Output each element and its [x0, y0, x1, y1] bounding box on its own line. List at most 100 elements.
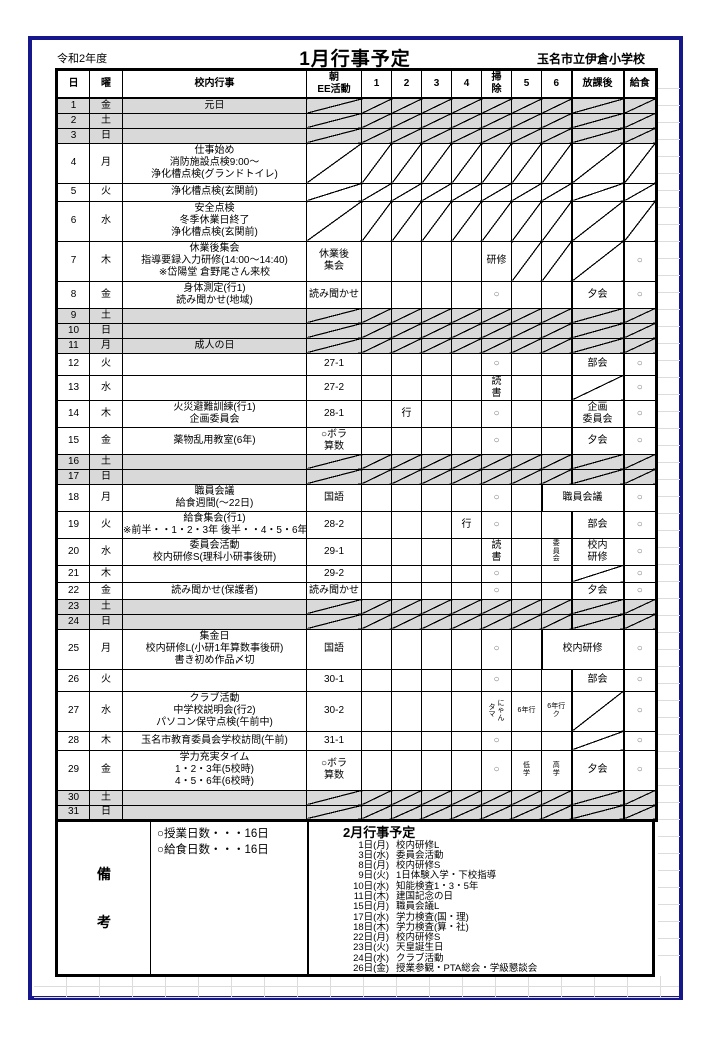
- cell-lunch: ○: [622, 399, 657, 428]
- cell-weekday: 土: [89, 453, 123, 470]
- february-item-label: 校内研修S: [396, 860, 441, 872]
- cell-weekday: 金: [89, 581, 123, 600]
- cell-period1: [361, 352, 392, 376]
- cell-day: 30: [56, 789, 90, 806]
- cell-cleaning: ○: [481, 352, 512, 376]
- cell-period1: [361, 628, 392, 670]
- table-row: 20 水委員会活動 校内研修S(理科小研事後研) 29-1 読書委員会 校内 研修 ○: [56, 537, 657, 566]
- cell-period6: [541, 240, 572, 282]
- cell-cleaning: ○: [481, 564, 512, 583]
- table-row: 30 土: [56, 789, 657, 806]
- cell-period2: [391, 240, 422, 282]
- cell-period6: 6年行ク: [541, 690, 572, 732]
- cell-events: [122, 468, 307, 485]
- cell-morning: 31-1: [306, 730, 362, 751]
- cell-period1: [361, 97, 392, 114]
- cell-period5: [511, 112, 542, 129]
- cell-period5: [511, 399, 542, 428]
- cell-weekday: 日: [89, 127, 123, 144]
- cell-cleaning: [481, 127, 512, 144]
- cell-morning: [306, 598, 362, 615]
- cell-lunch: [622, 200, 657, 242]
- cell-period3: [421, 280, 452, 309]
- cell-period2: [391, 200, 422, 242]
- cell-period4: [451, 112, 482, 129]
- cell-period3: [421, 483, 452, 512]
- cell-period4: [451, 581, 482, 600]
- cell-period4: [451, 240, 482, 282]
- cell-afterschool: [570, 613, 624, 630]
- cell-day: 17: [56, 468, 90, 485]
- cell-lunch: [622, 613, 657, 630]
- cell-lunch: [622, 307, 657, 324]
- cell-period2: [391, 598, 422, 615]
- cell-period6: [541, 510, 572, 539]
- cell-period3: [421, 307, 452, 324]
- cell-weekday: 水: [89, 537, 123, 566]
- cell-period5: [511, 613, 542, 630]
- cell-morning: 27-1: [306, 352, 362, 376]
- cell-lunch: ○: [622, 628, 657, 670]
- cell-day: 8: [56, 280, 90, 309]
- cell-period5: [511, 182, 542, 202]
- cell-events: 委員会活動 校内研修S(理科小研事後研): [122, 537, 307, 566]
- cell-lunch: ○: [622, 426, 657, 455]
- cell-period1: [361, 142, 392, 184]
- cell-period3: [421, 613, 452, 630]
- cell-period3: [421, 399, 452, 428]
- remarks-label-char: 備: [97, 865, 111, 882]
- cell-weekday: 火: [89, 510, 123, 539]
- table-row: 12 火 27-1 ○ 部会 ○: [56, 352, 657, 376]
- cell-period4: [451, 468, 482, 485]
- cell-weekday: 土: [89, 598, 123, 615]
- february-item: 26日(金) 授業参観・PTA総会・学級懇談会: [343, 963, 650, 974]
- cell-period1: [361, 730, 392, 751]
- cell-events: 薬物乱用教室(6年): [122, 426, 307, 455]
- cell-afterschool: [570, 374, 624, 401]
- cell-afterschool: [570, 468, 624, 485]
- cell-period6: [541, 426, 572, 455]
- cell-period4: [451, 426, 482, 455]
- cell-day: 27: [56, 690, 90, 732]
- february-item-date: 8日(月): [358, 860, 389, 872]
- cell-events: 集金日 校内研修L(小研1年算数事後研) 書き初め作品〆切: [122, 628, 307, 670]
- cell-period6: [541, 322, 572, 339]
- february-item-label: 1日体験入学・下校指導: [396, 870, 497, 882]
- cell-events: [122, 374, 307, 401]
- cell-period2: [391, 322, 422, 339]
- cell-period1: [361, 483, 392, 512]
- cell-period3: [421, 337, 452, 354]
- cell-day: 1: [56, 97, 90, 114]
- col-cleaning: 掃除: [481, 69, 512, 99]
- february-item: 22日(月) 校内研修S: [343, 932, 650, 943]
- cell-period3: [421, 730, 452, 751]
- cell-morning: ○ボラ 算数: [306, 749, 362, 791]
- cell-weekday: 水: [89, 200, 123, 242]
- cell-period5: [511, 352, 542, 376]
- february-item-label: 知能検査1・3・5年: [396, 880, 479, 892]
- table-row: 1 金元日: [56, 97, 657, 114]
- february-item: 10日(水) 知能検査1・3・5年: [343, 880, 650, 892]
- cell-period6: [541, 182, 572, 202]
- cell-day: 22: [56, 581, 90, 600]
- cell-period4: [451, 690, 482, 732]
- cell-afterschool: 校内 研修: [570, 537, 624, 566]
- cell-events: [122, 613, 307, 630]
- remarks-label-char: 考: [97, 913, 111, 930]
- cell-period2: [391, 483, 422, 512]
- cell-afterschool: [570, 142, 624, 184]
- cell-lunch: [622, 182, 657, 202]
- cell-period5: [511, 483, 542, 512]
- cell-events: [122, 322, 307, 339]
- cell-period4: [451, 598, 482, 615]
- february-item: 17日(水) 学力検査(国・理): [343, 912, 650, 923]
- cell-period3: [421, 240, 452, 282]
- cell-cleaning: ○: [481, 483, 512, 512]
- cell-period5: [511, 510, 542, 539]
- cell-period3: [421, 564, 452, 583]
- cell-day: 31: [56, 804, 90, 821]
- february-items: 1日(月) 校内研修L 3日(水) 委員会活動 8日(月) 校内研修S 9日(火…: [343, 840, 650, 975]
- cell-day: 4: [56, 142, 90, 184]
- cell-period5: [511, 337, 542, 354]
- cell-cleaning: [481, 337, 512, 354]
